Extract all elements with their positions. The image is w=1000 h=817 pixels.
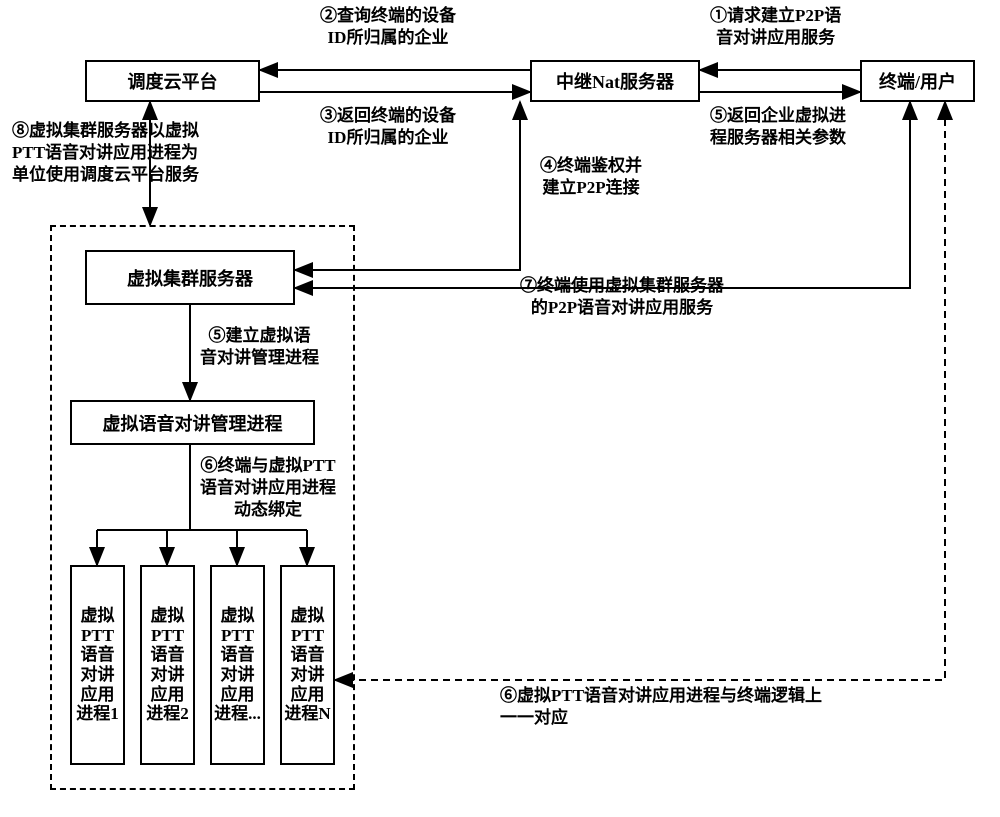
- box-ptt-2: 虚拟PTT语音对讲应用进程2: [140, 565, 195, 765]
- label-step7: ⑦终端使用虚拟集群服务器 的P2P语音对讲应用服务: [520, 275, 724, 319]
- box-terminal: 终端/用户: [860, 60, 975, 102]
- box-cloud-platform: 调度云平台: [85, 60, 260, 102]
- label-step1: ①请求建立P2P语 音对讲应用服务: [710, 5, 841, 49]
- box-ptt3-label: 虚拟PTT语音对讲应用进程...: [214, 606, 261, 723]
- box-cloud-label: 调度云平台: [128, 68, 218, 94]
- box-mgr-label: 虚拟语音对讲管理进程: [103, 410, 283, 436]
- box-term-label: 终端/用户: [879, 68, 956, 94]
- box-cluster-label: 虚拟集群服务器: [127, 265, 253, 291]
- box-voice-mgr: 虚拟语音对讲管理进程: [70, 400, 315, 445]
- label-step2: ②查询终端的设备 ID所归属的企业: [320, 5, 456, 49]
- label-step4: ④终端鉴权并 建立P2P连接: [540, 155, 642, 199]
- label-step3: ③返回终端的设备 ID所归属的企业: [320, 105, 456, 149]
- box-ptt1-label: 虚拟PTT语音对讲应用进程1: [74, 606, 121, 723]
- label-step5b: ⑤建立虚拟语 音对讲管理进程: [200, 325, 319, 369]
- box-ptt-1: 虚拟PTT语音对讲应用进程1: [70, 565, 125, 765]
- box-ptt2-label: 虚拟PTT语音对讲应用进程2: [144, 606, 191, 723]
- label-step6b: ⑥虚拟PTT语音对讲应用进程与终端逻辑上 一一对应: [500, 685, 822, 729]
- box-nat-server: 中继Nat服务器: [530, 60, 700, 102]
- label-step8: ⑧虚拟集群服务器以虚拟 PTT语音对讲应用进程为 单位使用调度云平台服务: [12, 120, 199, 186]
- box-ptt-3: 虚拟PTT语音对讲应用进程...: [210, 565, 265, 765]
- box-nat-label: 中继Nat服务器: [556, 68, 674, 94]
- label-step5: ⑤返回企业虚拟进 程服务器相关参数: [710, 105, 846, 149]
- label-step6: ⑥终端与虚拟PTT 语音对讲应用进程 动态绑定: [200, 455, 336, 521]
- box-pttn-label: 虚拟PTT语音对讲应用进程N: [284, 606, 331, 723]
- box-virtual-cluster: 虚拟集群服务器: [85, 250, 295, 305]
- box-ptt-n: 虚拟PTT语音对讲应用进程N: [280, 565, 335, 765]
